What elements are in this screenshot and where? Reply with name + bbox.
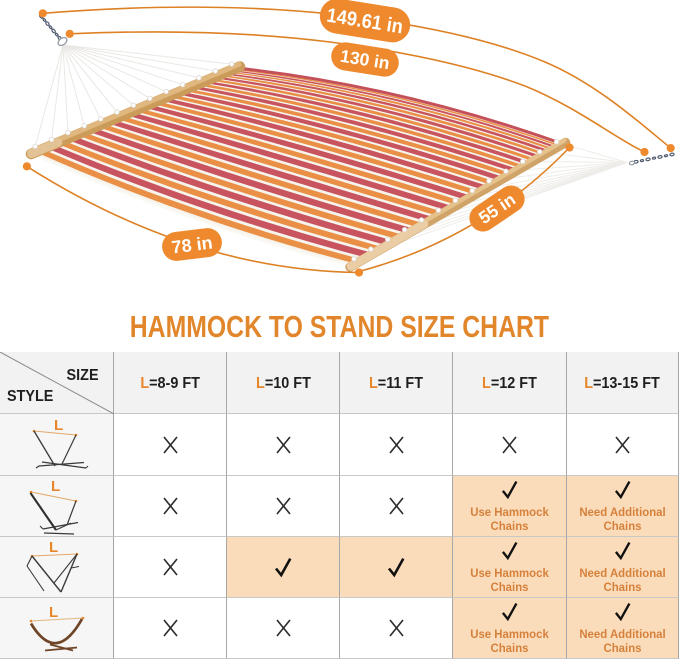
svg-text:78 in: 78 in [170, 233, 213, 258]
svg-text:L: L [49, 539, 58, 556]
svg-text:L: L [51, 478, 60, 495]
svg-text:L: L [54, 417, 63, 434]
svg-text:L: L [49, 604, 58, 621]
